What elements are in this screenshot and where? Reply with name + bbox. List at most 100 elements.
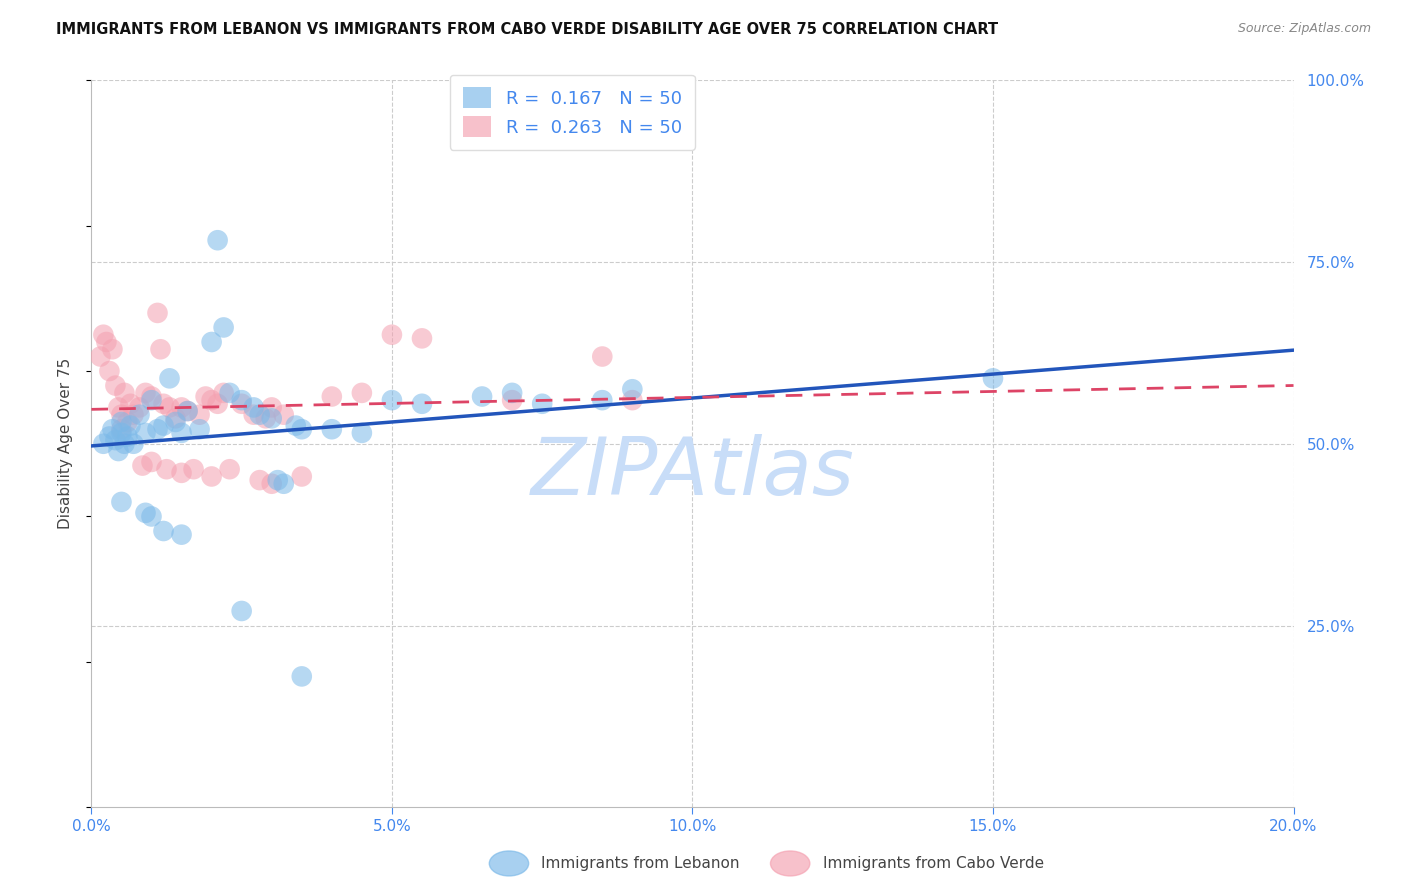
Point	[149, 343, 172, 357]
Text: ZIPAtlas: ZIPAtlas	[530, 434, 855, 512]
Point	[321, 422, 343, 436]
Point	[89, 350, 111, 364]
Text: Immigrants from Lebanon: Immigrants from Lebanon	[541, 856, 740, 871]
Point	[101, 343, 124, 357]
Point	[122, 408, 145, 422]
Point	[110, 425, 132, 440]
Point	[117, 429, 139, 443]
Point	[260, 476, 283, 491]
Point	[176, 404, 198, 418]
Point	[141, 390, 163, 404]
Point	[231, 393, 253, 408]
Circle shape	[489, 851, 529, 876]
Point	[141, 509, 163, 524]
Point	[981, 371, 1004, 385]
Point	[411, 397, 433, 411]
Point	[114, 385, 136, 400]
Legend: R =  0.167   N = 50, R =  0.263   N = 50: R = 0.167 N = 50, R = 0.263 N = 50	[450, 75, 695, 150]
Point	[291, 669, 314, 683]
Point	[381, 393, 404, 408]
Point	[260, 411, 283, 425]
Point	[218, 385, 240, 400]
Point	[170, 401, 193, 415]
Point	[591, 350, 613, 364]
Point	[141, 393, 163, 408]
Point	[141, 455, 163, 469]
Point	[381, 327, 404, 342]
Point	[159, 401, 181, 415]
Point	[170, 466, 193, 480]
Point	[291, 422, 314, 436]
Point	[122, 437, 145, 451]
Point	[591, 393, 613, 408]
Point	[110, 422, 132, 436]
Point	[170, 527, 193, 541]
Point	[350, 385, 373, 400]
Point	[231, 397, 253, 411]
Point	[131, 458, 153, 473]
Point	[128, 401, 150, 415]
Point	[249, 473, 271, 487]
Point	[120, 397, 142, 411]
Point	[107, 444, 129, 458]
Point	[117, 415, 139, 429]
Point	[201, 469, 224, 483]
Point	[621, 393, 644, 408]
Point	[350, 425, 373, 440]
Point	[120, 418, 142, 433]
Point	[242, 401, 264, 415]
Point	[134, 385, 156, 400]
Point	[176, 404, 198, 418]
Point	[146, 422, 169, 436]
Point	[212, 385, 235, 400]
Point	[471, 390, 494, 404]
Point	[165, 415, 187, 429]
Point	[254, 411, 277, 425]
Point	[104, 433, 127, 447]
Point	[291, 469, 314, 483]
Point	[110, 415, 132, 429]
Point	[212, 320, 235, 334]
Point	[152, 418, 174, 433]
Point	[284, 418, 307, 433]
Point	[96, 334, 118, 349]
Point	[110, 408, 132, 422]
Point	[194, 390, 217, 404]
Point	[411, 331, 433, 345]
Point	[114, 437, 136, 451]
Point	[104, 378, 127, 392]
Text: Immigrants from Cabo Verde: Immigrants from Cabo Verde	[823, 856, 1043, 871]
Point	[155, 462, 177, 476]
Point	[101, 422, 124, 436]
Point	[201, 334, 224, 349]
Point	[98, 429, 121, 443]
Point	[188, 408, 211, 422]
Point	[170, 425, 193, 440]
Point	[93, 437, 115, 451]
Point	[207, 233, 229, 247]
Point	[134, 506, 156, 520]
Point	[273, 408, 295, 422]
Point	[260, 401, 283, 415]
Point	[207, 397, 229, 411]
Point	[110, 495, 132, 509]
Text: Source: ZipAtlas.com: Source: ZipAtlas.com	[1237, 22, 1371, 36]
Circle shape	[770, 851, 810, 876]
Point	[188, 422, 211, 436]
Point	[98, 364, 121, 378]
Point	[273, 476, 295, 491]
Point	[152, 397, 174, 411]
Point	[165, 411, 187, 425]
Point	[183, 462, 205, 476]
Point	[107, 401, 129, 415]
Point	[152, 524, 174, 538]
Point	[242, 408, 264, 422]
Point	[501, 385, 523, 400]
Point	[249, 408, 271, 422]
Point	[93, 327, 115, 342]
Point	[501, 393, 523, 408]
Point	[267, 473, 290, 487]
Y-axis label: Disability Age Over 75: Disability Age Over 75	[58, 359, 73, 529]
Point	[146, 306, 169, 320]
Point	[159, 371, 181, 385]
